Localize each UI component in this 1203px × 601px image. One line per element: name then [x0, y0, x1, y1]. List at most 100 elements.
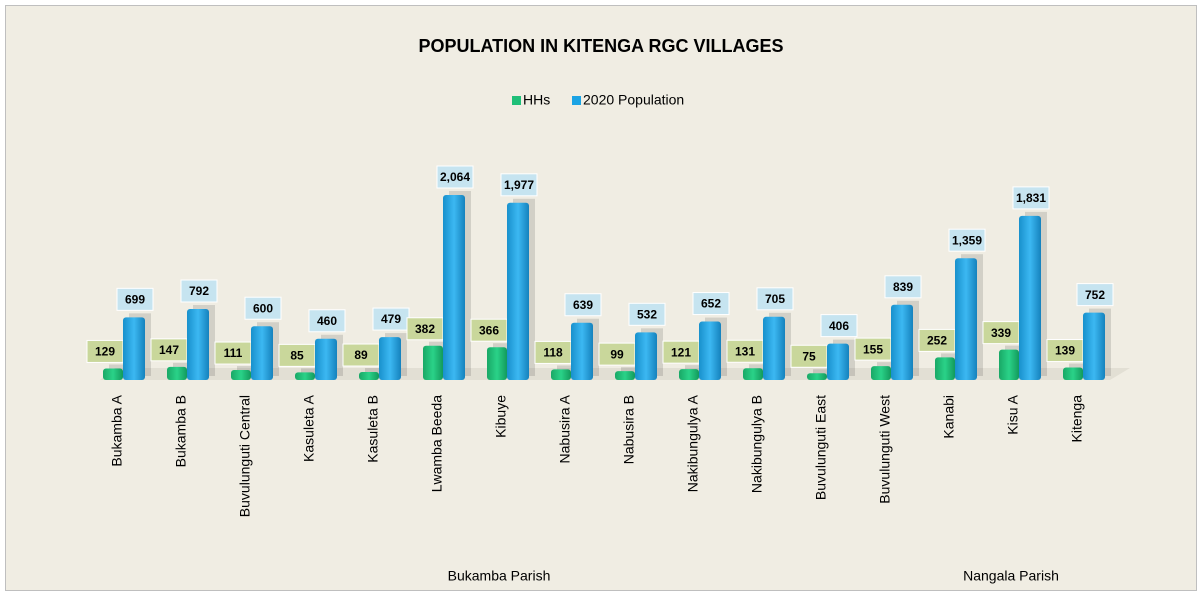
data-label-box [1076, 283, 1114, 307]
data-label: 131 [735, 344, 755, 358]
bar [807, 373, 827, 380]
group-label: Bukamba Parish [448, 568, 551, 584]
x-tick-label: Bukamba A [109, 394, 125, 466]
bar [315, 338, 337, 380]
data-label-box [564, 293, 602, 317]
bar [679, 369, 699, 380]
data-label-box [884, 275, 922, 299]
data-label: 75 [802, 349, 816, 363]
bar [1083, 312, 1105, 380]
legend-label: 2020 Population [583, 92, 684, 108]
x-tick-label: Kasuleta A [301, 394, 317, 462]
data-label: 147 [159, 343, 179, 357]
x-tick-label: Buvulunguti West [877, 395, 893, 504]
data-label-box [500, 173, 538, 197]
data-label-box [692, 292, 730, 316]
bar-shadow [301, 368, 321, 376]
bar [955, 258, 977, 380]
data-label: 339 [991, 326, 1011, 340]
data-label: 406 [829, 319, 849, 333]
data-label: 139 [1055, 344, 1075, 358]
data-label: 705 [765, 292, 785, 306]
bar [999, 349, 1019, 380]
data-label: 1,977 [504, 178, 534, 192]
data-label: 1,359 [952, 233, 982, 247]
x-tick-label: Nabusira A [557, 394, 573, 463]
bar [423, 345, 443, 380]
bar [123, 317, 145, 380]
x-tick-label: Kanabi [941, 395, 957, 439]
bar-shadow [813, 369, 833, 376]
data-label: 652 [701, 297, 721, 311]
bar [295, 372, 315, 380]
bar [507, 202, 529, 380]
bar-shadow [365, 368, 385, 376]
data-label-box [244, 296, 282, 320]
data-label: 155 [863, 342, 883, 356]
data-label-box [308, 309, 346, 333]
data-label: 129 [95, 345, 115, 359]
data-label: 382 [415, 322, 435, 336]
bar [935, 357, 955, 380]
bar [551, 369, 571, 380]
data-label: 792 [189, 284, 209, 298]
bar [827, 343, 849, 380]
legend-swatch [512, 96, 521, 105]
bar [487, 347, 507, 380]
x-tick-label: Kibuye [493, 395, 509, 438]
data-label: 2,064 [440, 170, 470, 184]
data-label: 99 [610, 347, 624, 361]
chart-title: POPULATION IN KITENGA RGC VILLAGES [418, 36, 783, 56]
x-tick-label: Lwamba Beeda [429, 395, 445, 493]
data-label: 252 [927, 334, 947, 348]
bar [891, 304, 913, 380]
legend-label: HHs [523, 92, 550, 108]
bar [1019, 215, 1041, 380]
bar [615, 371, 635, 380]
data-label: 85 [290, 349, 304, 363]
data-label: 699 [125, 293, 145, 307]
data-label: 460 [317, 314, 337, 328]
x-tick-label: Buvulunguti Central [237, 395, 253, 517]
data-label: 1,831 [1016, 191, 1046, 205]
bar [571, 322, 593, 380]
data-label: 752 [1085, 288, 1105, 302]
x-tick-label: Nakibungulya A [685, 394, 701, 492]
bar [359, 372, 379, 380]
bar [699, 321, 721, 380]
bar [251, 326, 273, 380]
data-label-box [116, 287, 154, 311]
group-label: Nangala Parish [963, 568, 1059, 584]
data-label-box [436, 165, 474, 189]
data-label-box [628, 302, 666, 326]
bar [871, 366, 891, 380]
x-tick-label: Bukamba B [173, 395, 189, 467]
data-label: 839 [893, 280, 913, 294]
bar [443, 195, 465, 380]
x-tick-label: Kasuleta B [365, 395, 381, 463]
x-tick-label: Buvulunguti East [813, 395, 829, 500]
x-tick-label: Kitenga [1069, 395, 1085, 443]
data-label-box [756, 287, 794, 311]
data-label: 111 [224, 346, 243, 360]
bar [187, 309, 209, 380]
data-label: 479 [381, 312, 401, 326]
data-label: 532 [637, 307, 657, 321]
bar [635, 332, 657, 380]
bar [231, 370, 251, 380]
bar [763, 316, 785, 380]
data-label: 600 [253, 301, 273, 315]
x-tick-label: Nabusira B [621, 395, 637, 464]
bar [103, 368, 123, 380]
data-label: 639 [573, 298, 593, 312]
x-tick-label: Kisu A [1005, 394, 1021, 434]
bar [379, 337, 401, 380]
data-label: 366 [479, 323, 499, 337]
data-label-box [180, 279, 218, 303]
data-label-box [820, 314, 858, 338]
data-label-box [948, 228, 986, 252]
data-label: 118 [543, 346, 563, 360]
data-label: 121 [671, 345, 691, 359]
bar [1063, 367, 1083, 380]
data-label: 89 [354, 348, 368, 362]
